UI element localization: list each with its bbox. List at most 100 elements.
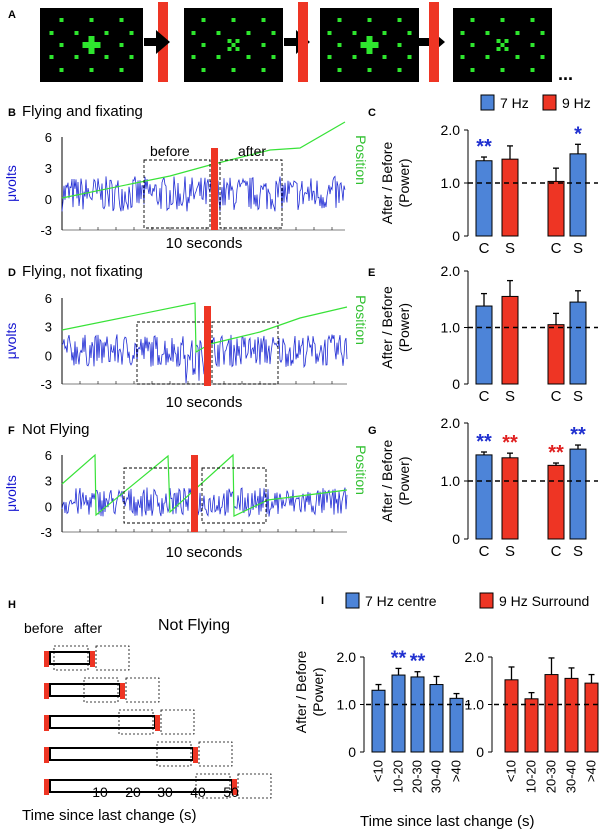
category-label: S [505,388,515,405]
y-axis-title: After / Before (Power) [379,142,412,225]
y-axis-title: After / Before (Power) [379,440,412,523]
bar [371,689,386,753]
y-tick-label: 0 [452,531,460,547]
bar-chart-i-right: 2.0 1.0 0 <10 10-20 20-30 30-40 >40 [465,649,600,793]
window-before [156,741,192,767]
bar [501,158,519,237]
timeline-tick-label: 10 [92,784,108,800]
position-label: Position [353,295,369,345]
stimulus-dot [337,18,342,22]
bin-label: >40 [449,760,464,782]
bar [524,698,539,753]
y-tick-label: 0 [45,348,52,363]
y-tick-label: 0 [348,744,356,760]
stimulus-dot [470,18,475,22]
bar [501,295,519,385]
stimulus-dot [327,31,332,35]
analysis-window [123,467,193,524]
bar [410,676,425,753]
y-tick-label: 1.0 [465,697,485,713]
stimulus-dot [470,68,475,72]
y-tick-label: 6 [45,291,52,306]
y-tick-label: -3 [40,377,52,392]
category-label: C [479,240,490,257]
stimulus-dot [104,31,109,35]
stimulus-dot [59,43,64,47]
stimulus-dot [129,55,134,59]
panel-letter-a: A [8,9,16,21]
y-tick-label: 3 [45,320,52,335]
stimulus-dot [246,55,251,59]
category-label: C [551,240,562,257]
stimulus-change-bar [298,2,308,82]
y-tick-label: 2.0 [337,649,357,665]
significance-marker: * [574,123,582,145]
interval-bar [49,747,194,761]
panel-letter-c: C [368,107,376,119]
category-label: S [505,240,515,257]
trace-f-title: Not Flying [22,421,90,438]
significance-marker: ** [391,647,407,669]
y-tick-label: 3 [45,474,52,489]
significance-marker: ** [410,651,426,673]
y-axis-title: After / Before (Power) [379,286,412,369]
bar [475,454,493,540]
bar [564,677,579,753]
interval-bar [49,715,156,729]
panel-letter-f: F [8,425,15,437]
stimulus-dot [382,55,387,59]
stimulus-dot [515,31,520,35]
bar [475,305,493,385]
stimulus-dot [337,43,342,47]
bin-label: 10-20 [391,760,406,793]
legend-top: 7 Hz 9 Hz [480,94,591,111]
y-axis-title-line1: After / Before [379,286,395,369]
category-label: S [573,240,583,257]
stimulus-dot [367,18,372,22]
stimulus-dot [201,18,206,22]
y-axis-label: μvolts [3,323,19,360]
bin-label: <10 [371,760,386,782]
bar [547,324,565,385]
window-after-label: after [238,143,266,159]
significance-marker: ** [570,424,586,446]
stimulus-dot [59,68,64,72]
stimulus-checker [496,39,501,43]
bar [569,153,587,237]
stimulus-dot [49,31,54,35]
panel-letter-e: E [368,267,375,279]
bar [449,697,464,753]
stimulus-dot [397,43,402,47]
change-marker-start [44,715,49,731]
bar [569,448,587,540]
stimulus-change-marker [211,148,218,230]
y-tick-label: 6 [45,448,52,463]
stimulus-dot [327,55,332,59]
change-marker-start [44,779,49,795]
y-tick-label: 1.0 [337,697,357,713]
window-before [195,773,231,799]
legend-label-7hz-centre: 7 Hz centre [365,593,437,609]
interval-bar [49,651,91,665]
change-marker-start [44,747,49,763]
y-axis-title-line2: (Power) [310,667,326,716]
bar [475,160,493,237]
stimulus-pattern-1 [49,18,134,72]
category-label: C [551,388,562,405]
stimulus-dot [246,31,251,35]
stimulus-change-marker [204,306,211,386]
stimulus-dot [530,43,535,47]
stimulus-checker [504,47,509,51]
position-label: Position [353,135,369,185]
legend-label-7hz: 7 Hz [500,95,529,111]
bin-label: 20-30 [410,760,425,793]
bin-label: 30-40 [429,760,444,793]
analysis-window [201,467,267,524]
stimulus-checker [235,47,240,51]
legend-bottom: 7 Hz centre 9 Hz Surround [345,592,589,609]
timeline-before-label: before [24,620,64,636]
y-tick-label: 0 [452,376,460,392]
bin-label: >40 [584,760,599,782]
analysis-window [219,159,283,229]
